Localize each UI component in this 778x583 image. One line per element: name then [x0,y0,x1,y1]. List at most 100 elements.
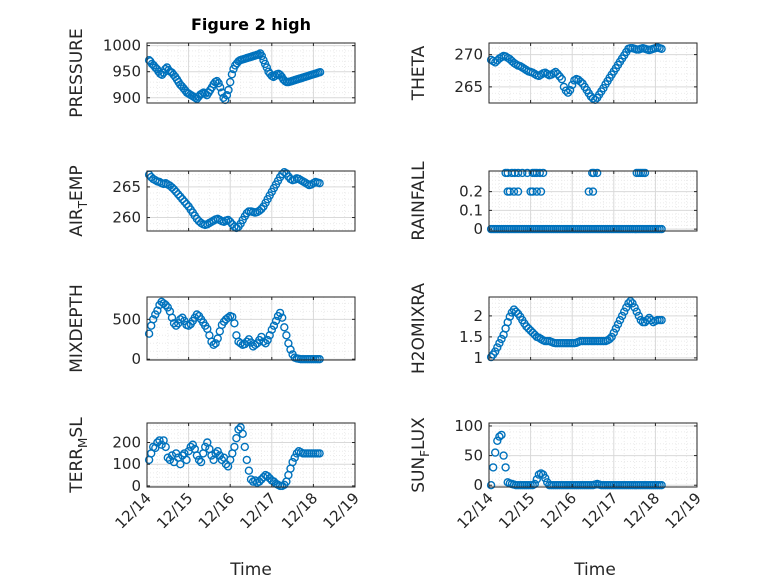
axes-box [488,422,698,488]
subplot-2: 265 270 THETA [409,42,698,105]
data-point [493,436,502,445]
data-point [576,77,585,86]
axes-box [146,296,356,361]
data-point [536,187,546,196]
x-tick-label: 12/16 [195,489,238,532]
data-point [522,322,531,331]
data-point [630,303,639,312]
data-point [620,307,629,316]
data-point [615,315,625,325]
data-point [315,67,325,77]
data-point [499,451,508,460]
data-point [213,447,222,456]
data-point [513,187,523,196]
x-tick-label: 12/19 [320,489,363,532]
data-point [532,168,541,178]
data-point [263,472,272,481]
x-tick-label: 12/14 [454,489,497,532]
data-point [632,307,641,316]
y-tick-label: 265 [112,178,141,196]
y-tick-label: 0.1 [459,201,483,219]
data-point [161,300,170,310]
data-point [593,168,602,178]
data-point [194,455,204,465]
data-point [532,475,541,484]
x-axis-label-left: Time [229,560,272,580]
data-point [636,315,645,325]
data-point [178,194,187,204]
data-point [212,76,222,86]
data-point [541,473,550,483]
data-point [211,339,220,348]
y-tick-label: 2 [473,307,483,325]
figure-title: Figure 2 high [191,15,311,34]
data-point [171,187,181,197]
data-point [161,442,170,452]
data-point [192,310,202,319]
data-point [535,168,544,178]
data-point [186,442,195,452]
subplot-5: 0 500 MIXDEPTH [67,284,356,373]
data-point [224,85,233,95]
data-point [528,187,537,196]
axes-box [146,422,356,488]
y-tick-label: 950 [112,63,141,81]
data-point [221,460,231,469]
data-point [634,311,643,321]
plot-area [489,423,697,487]
data-point [561,86,571,95]
y-axis-label-7: TERRMSL [67,417,90,494]
data-point [640,168,650,178]
y-axis-label-4: RAINFALL [409,161,429,241]
x-tick-label: 12/16 [537,489,580,532]
y-tick-label: 100 [112,455,141,473]
data-point [225,217,235,227]
axes-box [146,42,356,104]
data-point [182,199,191,209]
data-point [240,442,250,452]
data-point [493,343,502,352]
data-point [163,303,173,312]
data-point [244,466,254,475]
y-tick-label: 500 [112,310,141,328]
y-tick-label: 900 [112,89,141,107]
axes-box [146,170,356,232]
data-point [269,321,279,330]
x-tick-label: 12/18 [620,489,663,532]
data-point [584,187,593,196]
data-point [524,324,533,333]
data-point [501,463,510,472]
data-point [315,449,324,458]
y-axis-label-1: PRESSURE [67,28,87,117]
data-point [176,460,185,469]
data-point [184,321,193,330]
data-point [255,477,264,486]
data-point [180,316,189,326]
subplot-4: 00.10.2 RAINFALL [409,161,698,241]
y-axis-label-6: H2OMIXRA [409,283,429,374]
data-point [275,308,285,318]
data-point [278,313,287,322]
data-point [230,319,239,328]
data-point [173,190,183,199]
y-axis-label-2: THETA [409,45,429,101]
data-point [497,334,506,344]
data-point [657,481,666,490]
data-point [518,168,527,178]
data-point [647,315,656,325]
data-point [176,315,185,324]
data-point [257,51,266,61]
data-point [491,448,500,457]
y-tick-label: 1.5 [459,328,483,346]
subplot-1: 900 950 1000 PRESSURE [67,28,356,118]
x-tick-label: 12/17 [236,489,279,532]
data-point [196,457,206,467]
x-tick-label: 12/17 [578,489,621,532]
axes-box [488,42,698,104]
data-point [259,337,268,346]
data-point [211,449,220,458]
data-point [225,77,235,87]
data-point [538,168,548,178]
x-tick-label: 12/15 [153,489,196,532]
